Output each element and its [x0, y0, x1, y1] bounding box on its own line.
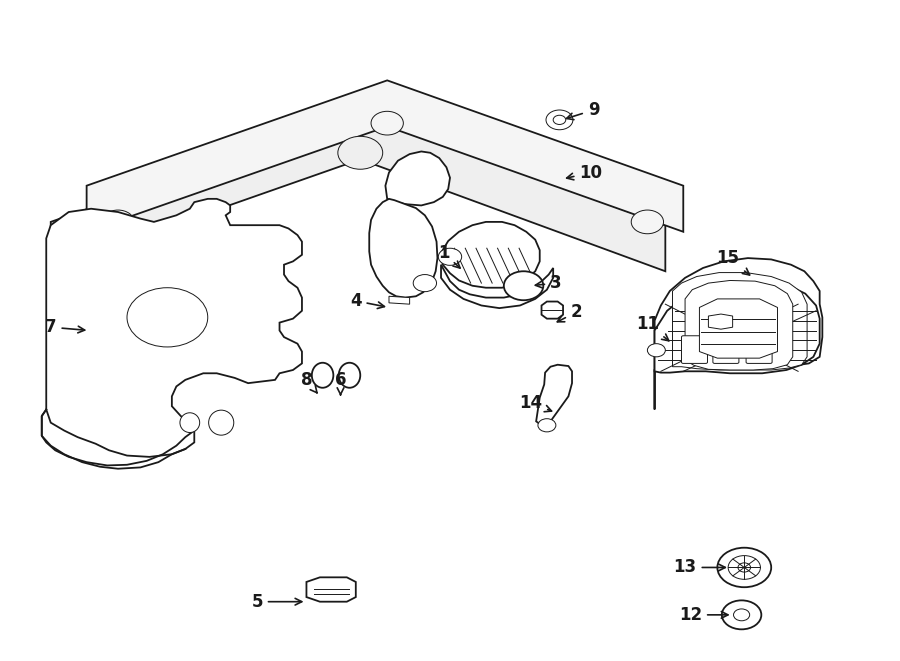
Polygon shape	[306, 577, 356, 602]
Polygon shape	[708, 314, 733, 329]
Circle shape	[647, 344, 665, 357]
Circle shape	[554, 115, 566, 124]
Ellipse shape	[338, 363, 360, 388]
Text: 9: 9	[567, 101, 599, 120]
Circle shape	[438, 249, 462, 265]
Text: 5: 5	[251, 593, 302, 611]
Polygon shape	[542, 301, 563, 319]
Text: 6: 6	[335, 371, 346, 395]
Text: 8: 8	[301, 371, 317, 393]
Text: 1: 1	[438, 244, 460, 268]
Polygon shape	[369, 199, 437, 297]
Circle shape	[738, 563, 751, 572]
Polygon shape	[672, 272, 807, 370]
Polygon shape	[699, 299, 778, 358]
Text: 7: 7	[45, 318, 85, 336]
Text: 13: 13	[673, 559, 725, 576]
Text: 12: 12	[679, 606, 728, 624]
Ellipse shape	[180, 412, 200, 432]
Circle shape	[734, 609, 750, 621]
FancyBboxPatch shape	[746, 336, 772, 364]
Circle shape	[338, 136, 382, 169]
Polygon shape	[86, 81, 683, 232]
Circle shape	[504, 271, 544, 300]
Text: 15: 15	[716, 249, 750, 275]
Polygon shape	[654, 279, 820, 373]
Polygon shape	[385, 151, 450, 206]
Circle shape	[722, 600, 761, 629]
Circle shape	[127, 288, 208, 347]
Circle shape	[413, 274, 436, 292]
Polygon shape	[46, 199, 302, 457]
Circle shape	[631, 210, 663, 234]
Text: 14: 14	[519, 394, 552, 412]
Ellipse shape	[209, 410, 234, 435]
Polygon shape	[50, 113, 665, 271]
Text: 11: 11	[636, 315, 669, 341]
FancyBboxPatch shape	[713, 336, 739, 364]
Circle shape	[538, 418, 556, 432]
Text: 3: 3	[536, 274, 562, 292]
Circle shape	[728, 556, 760, 579]
Polygon shape	[685, 280, 793, 370]
Circle shape	[717, 548, 771, 587]
FancyBboxPatch shape	[681, 336, 707, 364]
Polygon shape	[441, 222, 540, 288]
Text: 2: 2	[557, 303, 582, 322]
Text: 4: 4	[350, 292, 384, 310]
Ellipse shape	[311, 363, 333, 388]
Polygon shape	[654, 258, 823, 409]
Circle shape	[102, 210, 134, 234]
Polygon shape	[389, 296, 410, 304]
Circle shape	[371, 111, 403, 135]
Polygon shape	[441, 264, 554, 308]
Circle shape	[546, 110, 573, 130]
Polygon shape	[536, 365, 572, 424]
Text: 10: 10	[567, 163, 602, 182]
